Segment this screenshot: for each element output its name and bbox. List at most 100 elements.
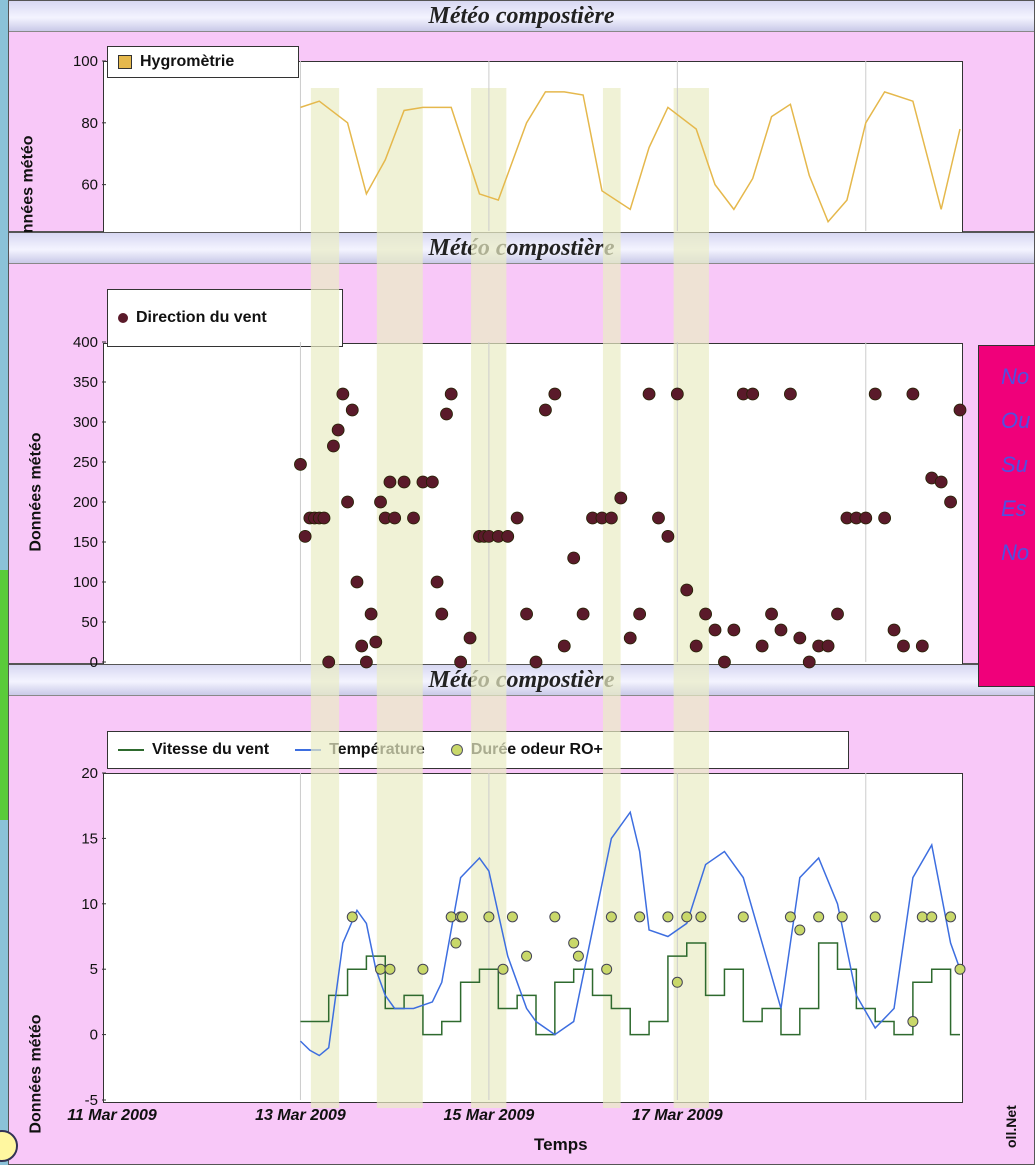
odor-point-25 <box>813 911 825 923</box>
odor-point-4 <box>445 911 457 923</box>
hygrometry-panel: Météo compostière Hygromètrie Données mé… <box>8 0 1035 255</box>
wind-direction-point-55 <box>689 639 703 653</box>
legend-item-wind-speed: Vitesse du vent <box>118 741 269 759</box>
hygrometry-legend: Hygromètrie <box>107 46 299 78</box>
wind-direction-names: No Ou Su Es No <box>978 345 1035 687</box>
wind-direction-point-75 <box>878 511 892 525</box>
wind-direction-point-56 <box>699 607 712 621</box>
odor-point-31 <box>945 911 957 923</box>
wind-direction-point-9 <box>336 387 350 401</box>
wind-direction-point-70 <box>831 607 844 621</box>
wind-direction-point-27 <box>440 407 453 421</box>
odor-point-11 <box>521 950 533 962</box>
highlight-band-4 <box>673 88 709 1108</box>
wind-direction-point-14 <box>359 655 373 669</box>
wind-direction-point-10 <box>341 495 354 509</box>
wind-direction-point-74 <box>868 387 882 401</box>
wind-direction-point-47 <box>614 491 628 505</box>
wind-direction-point-64 <box>774 623 788 637</box>
x-tick-0: 11 Mar 2009 <box>67 1107 157 1124</box>
y-tick-0-1: 80 <box>81 115 98 132</box>
odor-point-12 <box>549 911 561 923</box>
wind-direction-point-28 <box>444 387 458 401</box>
wind-direction-point-25 <box>430 575 444 589</box>
wind-direction-point-73 <box>859 511 873 525</box>
odor-point-13 <box>568 937 580 949</box>
wind-direction-point-35 <box>501 530 515 543</box>
wind-direction-point-58 <box>718 655 731 669</box>
wind-direction-point-52 <box>661 530 675 543</box>
odor-point-26 <box>836 911 848 923</box>
y-tick-0-2: 60 <box>81 177 98 194</box>
wind-direction-point-26 <box>435 607 449 621</box>
wind-direction-point-8 <box>331 423 345 437</box>
y-tick-1-6: 100 <box>73 574 98 591</box>
odor-point-7 <box>457 911 469 923</box>
odor-swatch <box>450 744 463 756</box>
wind-direction-point-13 <box>355 639 369 653</box>
wind-direction-point-67 <box>802 655 816 669</box>
direction-label-2: Su <box>1001 452 1028 477</box>
odor-point-27 <box>869 911 881 923</box>
chart-title-2: Météo compostière <box>9 233 1034 264</box>
wind-direction-point-65 <box>784 387 797 401</box>
wind-direction-point-62 <box>755 639 769 653</box>
x-tick-2: 15 Mar 2009 <box>444 1107 535 1124</box>
wind-direction-point-36 <box>510 511 524 525</box>
wind-direction-point-59 <box>727 623 741 637</box>
wind-direction-point-53 <box>670 387 684 401</box>
wind-direction-point-78 <box>906 387 920 401</box>
odor-point-22 <box>737 911 749 923</box>
odor-point-1 <box>375 963 387 975</box>
wind-direction-point-5 <box>317 511 331 525</box>
wind-direction-point-21 <box>397 475 411 489</box>
wind-direction-point-63 <box>765 607 778 621</box>
wind-speed-line <box>300 942 960 1036</box>
wind-direction-point-38 <box>529 655 543 669</box>
direction-label-0: No <box>1001 364 1030 389</box>
hygrometry-swatch <box>118 55 132 69</box>
wind-direction-point-20 <box>388 511 402 525</box>
wind-direction-point-7 <box>327 439 340 453</box>
hygrometry-line <box>300 91 961 224</box>
wind-direction-point-41 <box>557 639 571 653</box>
wind-direction-point-77 <box>897 639 910 653</box>
legend-label-wind-direction: Direction du vent <box>136 309 267 326</box>
y-tick-2-4: 0 <box>90 1027 98 1044</box>
odor-point-24 <box>794 924 806 936</box>
y-tick-2-2: 10 <box>81 896 98 913</box>
hygrometry-plot-area <box>103 61 963 235</box>
wind-direction-point-15 <box>364 607 378 621</box>
wind-direction-point-48 <box>623 631 637 645</box>
wind-direction-point-83 <box>953 403 967 417</box>
odor-point-23 <box>784 911 796 923</box>
y-tick-1-8: 0 <box>90 654 98 671</box>
odor-point-20 <box>681 911 693 923</box>
wind-direction-point-0 <box>294 457 307 471</box>
wind-direction-point-17 <box>374 495 387 509</box>
direction-label-3: Es <box>1001 496 1027 521</box>
highlight-band-1 <box>376 88 423 1108</box>
y-tick-1-3: 250 <box>73 454 98 471</box>
wind-direction-point-30 <box>463 631 477 645</box>
odor-point-2 <box>384 963 396 975</box>
odor-point-8 <box>483 911 495 923</box>
wind-speed-swatch <box>118 749 144 751</box>
odor-point-18 <box>662 911 674 923</box>
x-tick-3: 17 Mar 2009 <box>632 1107 723 1124</box>
wind-direction-point-50 <box>642 387 656 401</box>
y-tick-2-3: 5 <box>90 961 98 978</box>
wind-direction-point-69 <box>821 639 835 653</box>
wind-direction-point-1 <box>298 530 312 543</box>
chart-title-3: Météo compostière <box>9 665 1034 696</box>
wind-direction-point-39 <box>539 403 552 417</box>
odor-point-28 <box>907 1016 919 1028</box>
odor-point-19 <box>671 976 683 988</box>
odor-point-9 <box>497 963 509 975</box>
wind-direction-point-61 <box>746 387 760 401</box>
y-tick-1-5: 150 <box>73 534 98 551</box>
direction-label-1: Ou <box>1001 408 1031 433</box>
wind-direction-point-42 <box>567 551 581 565</box>
odor-point-15 <box>601 963 613 975</box>
